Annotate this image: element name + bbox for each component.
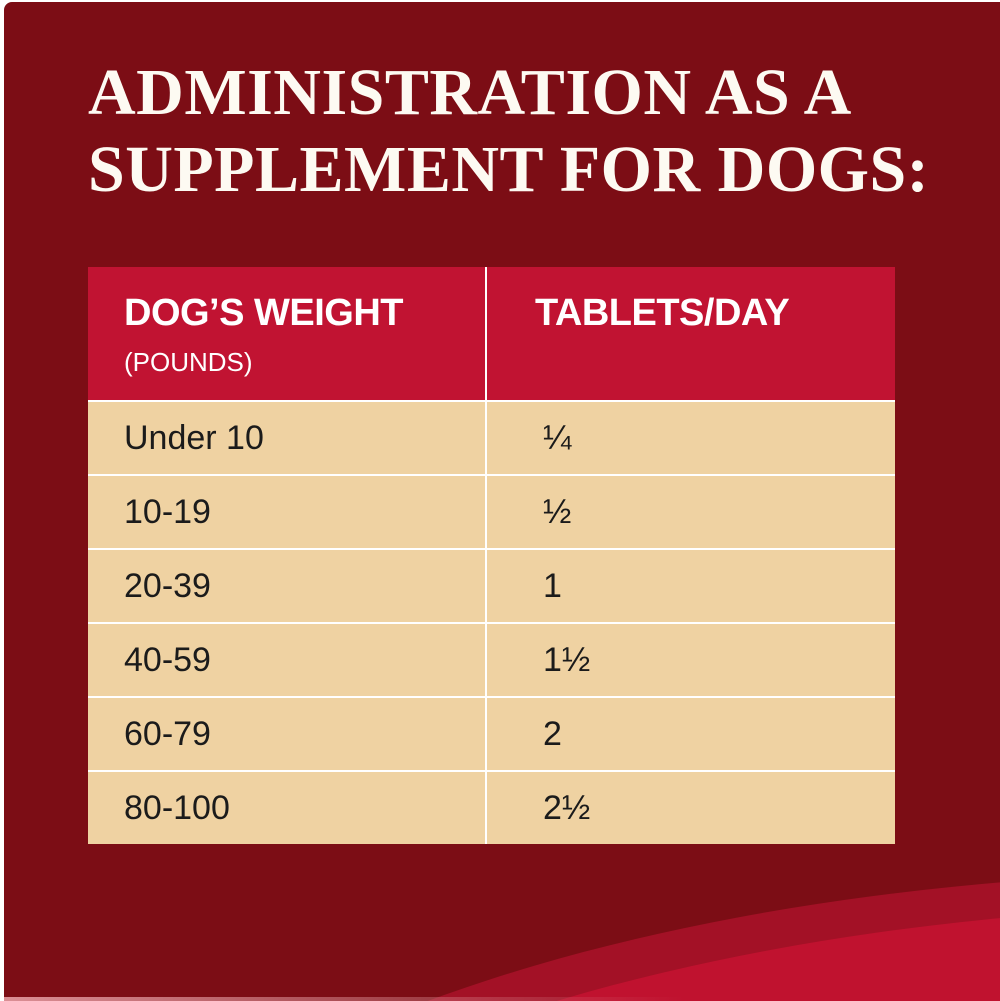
label-panel: ADMINISTRATION AS A SUPPLEMENT FOR DOGS:… bbox=[4, 2, 1000, 1001]
decorative-bottom-strip bbox=[4, 997, 684, 1001]
column-header-label: DOG’S WEIGHT bbox=[124, 292, 404, 334]
page-title-line-2: SUPPLEMENT FOR DOGS: bbox=[88, 133, 930, 206]
table-row-tablets: 2 bbox=[487, 698, 895, 770]
column-header-sublabel: (POUNDS) bbox=[124, 347, 253, 377]
dosage-table: DOG’S WEIGHT (POUNDS) TABLETS/DAY Under … bbox=[88, 267, 895, 844]
column-header-dogs-weight: DOG’S WEIGHT (POUNDS) bbox=[88, 267, 485, 400]
table-row-tablets: ½ bbox=[487, 476, 895, 548]
table-row-tablets: 2½ bbox=[487, 772, 895, 844]
table-row-tablets: 1 bbox=[487, 550, 895, 622]
page-title-line-1: ADMINISTRATION AS A bbox=[88, 56, 852, 129]
column-header-label: TABLETS/DAY bbox=[535, 292, 790, 334]
table-row-tablets: ¼ bbox=[487, 402, 895, 474]
table-row-weight: 10-19 bbox=[88, 476, 485, 548]
table-row-weight: 40-59 bbox=[88, 624, 485, 696]
page-title: ADMINISTRATION AS A SUPPLEMENT FOR DOGS: bbox=[88, 54, 929, 208]
column-header-tablets-day: TABLETS/DAY bbox=[487, 267, 895, 400]
table-row-weight: 80-100 bbox=[88, 772, 485, 844]
column-divider bbox=[485, 267, 487, 400]
table-row-weight: Under 10 bbox=[88, 402, 485, 474]
table-row-weight: 60-79 bbox=[88, 698, 485, 770]
table-row-weight: 20-39 bbox=[88, 550, 485, 622]
table-row-tablets: 1½ bbox=[487, 624, 895, 696]
